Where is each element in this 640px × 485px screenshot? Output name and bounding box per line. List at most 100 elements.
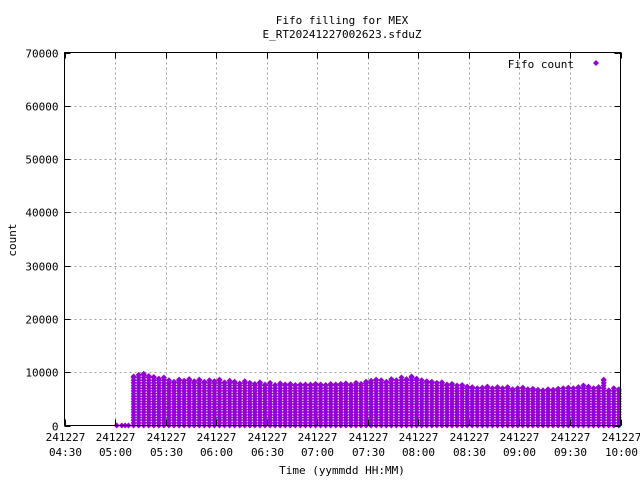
data-point [595, 384, 602, 391]
y-tick-label: 20000 [25, 314, 58, 327]
data-point [479, 384, 486, 391]
data-point [191, 378, 198, 385]
data-point [484, 383, 491, 390]
y-axis-label: count [6, 223, 19, 256]
data-point [449, 380, 456, 387]
data-point [610, 385, 617, 392]
data-point [388, 376, 395, 383]
legend-label: Fifo count [508, 58, 574, 71]
plot-frame [64, 52, 621, 426]
data-point [196, 376, 203, 383]
data-point [221, 379, 228, 386]
data-point [550, 386, 557, 393]
x-tick-label-date: 241227 [500, 431, 540, 444]
data-point [358, 380, 365, 387]
data-point [317, 381, 324, 388]
data-point [459, 382, 466, 389]
data-point [469, 384, 476, 391]
data-point [443, 381, 450, 388]
y-tick-label: 50000 [25, 154, 58, 167]
x-tick-label-date: 241227 [46, 431, 86, 444]
legend-marker-diamond [593, 60, 599, 66]
data-point [176, 376, 183, 383]
x-tick-label-date: 241227 [551, 431, 591, 444]
data-point [322, 382, 329, 389]
data-point [539, 387, 546, 394]
x-tick-label-date: 241227 [248, 431, 288, 444]
y-tick-label: 60000 [25, 101, 58, 114]
data-point [140, 370, 147, 377]
data-point [363, 378, 370, 385]
x-tick-label-time: 04:30 [49, 446, 82, 459]
data-point [529, 385, 536, 392]
data-point [272, 382, 279, 389]
x-tick-label-date: 241227 [147, 431, 187, 444]
data-point [373, 376, 380, 383]
data-point [267, 379, 274, 386]
data-point [464, 383, 471, 390]
data-point [261, 381, 268, 388]
chart-title: Fifo filling for MEX [276, 14, 409, 27]
data-point [494, 384, 501, 391]
data-point [302, 381, 309, 388]
data-point [590, 385, 597, 392]
x-tick-label-time: 10:00 [605, 446, 638, 459]
data-point [347, 381, 354, 388]
data-point [211, 378, 218, 385]
data-point [342, 380, 349, 387]
data-point [282, 381, 289, 388]
data-point [145, 372, 152, 379]
data-point [514, 385, 521, 392]
data-point [580, 382, 587, 389]
x-tick-label-time: 09:00 [503, 446, 536, 459]
data-point [398, 374, 405, 381]
data-point [277, 380, 284, 387]
data-point [383, 378, 390, 385]
data-point [545, 386, 552, 393]
data-point [150, 374, 157, 381]
x-tick-label-time: 06:30 [251, 446, 284, 459]
data-point [251, 380, 258, 387]
data-point [186, 376, 193, 383]
data-point [519, 384, 526, 391]
data-point [418, 377, 425, 384]
x-tick-label-time: 08:00 [402, 446, 435, 459]
data-point [378, 377, 385, 384]
x-tick-label-date: 241227 [298, 431, 338, 444]
data-point [171, 378, 178, 385]
data-point [312, 380, 319, 387]
data-point [499, 385, 506, 392]
y-tick-label: 40000 [25, 207, 58, 220]
data-point [216, 376, 223, 383]
x-tick-label-date: 241227 [96, 431, 136, 444]
data-point [201, 378, 208, 385]
data-point [256, 379, 263, 386]
data-point [393, 377, 400, 384]
data-point [297, 381, 304, 388]
data-point [287, 380, 294, 387]
y-tick-label: 10000 [25, 367, 58, 380]
data-point [413, 375, 420, 382]
data-point [155, 375, 162, 382]
fifo-count-series [113, 370, 622, 429]
data-point [332, 381, 339, 388]
data-point [524, 386, 531, 393]
x-tick-label-time: 07:30 [352, 446, 385, 459]
data-point [337, 380, 344, 387]
x-tick-label-date: 241227 [450, 431, 490, 444]
axis-ticks: 0 10000 20000 30000 40000 50000 60000 70000 2412… [25, 48, 640, 460]
y-tick-label: 0 [52, 421, 59, 434]
data-point [565, 384, 572, 391]
data-point [428, 378, 435, 385]
y-tick-label: 30000 [25, 261, 58, 274]
x-axis-label: Time (yymmdd HH:MM) [279, 464, 405, 477]
data-point [226, 377, 233, 384]
data-point [555, 385, 562, 392]
x-tick-label-time: 07:00 [301, 446, 334, 459]
data-point [231, 378, 238, 385]
x-tick-label-date: 241227 [399, 431, 439, 444]
data-point [403, 376, 410, 383]
data-point [489, 385, 496, 392]
